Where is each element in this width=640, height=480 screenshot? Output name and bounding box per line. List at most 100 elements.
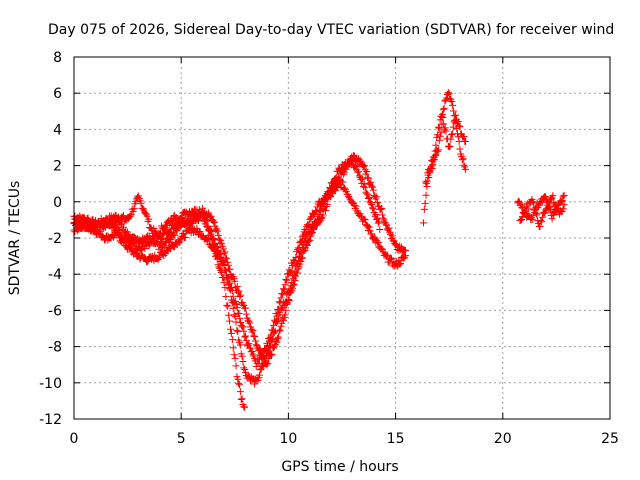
data-point <box>298 238 306 246</box>
data-point <box>143 212 151 220</box>
data-point <box>378 205 386 213</box>
data-point <box>454 118 462 126</box>
data-point <box>342 163 350 171</box>
data-point <box>396 260 404 268</box>
data-point <box>332 174 340 182</box>
data-point <box>328 189 336 197</box>
data-point <box>275 298 283 306</box>
data-point <box>293 269 301 277</box>
data-point <box>217 250 225 258</box>
data-point <box>545 203 553 211</box>
data-point <box>396 242 404 250</box>
data-point <box>559 192 567 200</box>
data-point <box>121 232 129 240</box>
data-point <box>459 155 467 163</box>
data-point <box>157 229 165 237</box>
data-point <box>222 293 230 301</box>
data-point <box>538 218 546 226</box>
data-point <box>342 187 350 195</box>
data-point <box>432 141 440 149</box>
data-point <box>528 215 536 223</box>
data-point <box>229 292 237 300</box>
data-point <box>248 328 256 336</box>
data-point <box>242 332 250 340</box>
data-point <box>222 266 230 274</box>
data-point <box>270 321 278 329</box>
data-point <box>171 231 179 239</box>
data-point <box>312 221 320 229</box>
data-point <box>368 201 376 209</box>
data-point <box>161 242 169 250</box>
data-point <box>242 310 250 318</box>
data-point <box>314 216 322 224</box>
data-point <box>232 301 240 309</box>
data-point <box>245 340 253 348</box>
y-tick-label: -12 <box>39 412 62 428</box>
data-point <box>229 304 237 312</box>
data-point <box>547 195 555 203</box>
data-point <box>303 241 311 249</box>
data-point <box>434 147 442 155</box>
data-point <box>530 199 538 207</box>
data-point <box>237 395 245 403</box>
data-point <box>226 279 234 287</box>
data-point <box>297 237 305 245</box>
data-point <box>302 229 310 237</box>
data-point <box>181 234 189 242</box>
data-point <box>326 184 334 192</box>
data-point <box>268 350 276 358</box>
data-point <box>215 263 223 271</box>
data-point <box>269 326 277 334</box>
data-point <box>341 186 349 194</box>
data-point <box>242 304 250 312</box>
data-point <box>283 300 291 308</box>
data-point <box>536 222 544 230</box>
data-point <box>359 161 367 169</box>
data-point <box>251 333 259 341</box>
data-point <box>271 318 279 326</box>
data-point <box>130 233 138 241</box>
data-point <box>256 346 264 354</box>
data-point <box>549 192 557 200</box>
data-point <box>293 246 301 254</box>
data-point <box>138 246 146 254</box>
data-point <box>279 316 287 324</box>
data-point <box>331 175 339 183</box>
data-point <box>439 106 447 114</box>
data-point <box>210 236 218 244</box>
data-point <box>195 216 203 224</box>
data-point <box>156 253 164 261</box>
data-point <box>430 156 438 164</box>
data-point <box>445 90 453 98</box>
data-point <box>391 240 399 248</box>
data-point <box>458 156 466 164</box>
data-point <box>440 104 448 112</box>
data-point <box>279 285 287 293</box>
data-point <box>277 322 285 330</box>
data-point <box>441 124 449 132</box>
data-point <box>282 306 290 314</box>
data-point <box>207 212 215 220</box>
data-point <box>234 375 242 383</box>
data-point <box>423 177 431 185</box>
x-tick-label: 10 <box>279 431 297 447</box>
data-point <box>303 242 311 250</box>
data-point <box>177 214 185 222</box>
data-point <box>449 101 457 109</box>
data-point <box>218 240 226 248</box>
data-point <box>359 183 367 191</box>
data-point <box>236 381 244 389</box>
data-point <box>228 283 236 291</box>
series-track-d <box>70 156 384 369</box>
data-point <box>242 368 250 376</box>
data-point <box>231 354 239 362</box>
data-point <box>442 127 450 135</box>
chart-title: Day 075 of 2026, Sidereal Day-to-day VTE… <box>48 22 614 38</box>
data-point <box>224 261 232 269</box>
data-point <box>137 199 145 207</box>
data-point <box>460 161 468 169</box>
x-axis-label: GPS time / hours <box>281 459 398 475</box>
data-point <box>133 193 141 201</box>
data-point <box>255 360 263 368</box>
data-point <box>538 213 546 221</box>
